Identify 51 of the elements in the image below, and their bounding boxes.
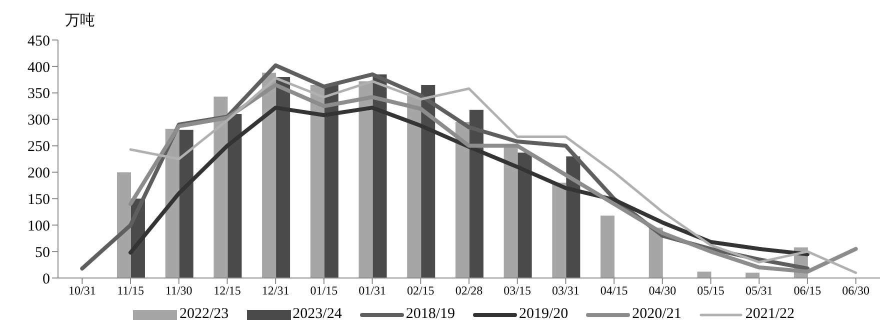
- y-tick-label: 250: [28, 139, 50, 156]
- y-tick-label: 200: [28, 166, 50, 182]
- x-tick-label: 06/15: [794, 284, 822, 298]
- x-tick-label: 03/15: [504, 284, 532, 298]
- x-tick-label: 06/30: [842, 284, 870, 298]
- x-tick-label: 11/15: [117, 284, 144, 298]
- bar: [697, 272, 712, 278]
- x-tick-label: 10/31: [68, 284, 96, 298]
- bar: [421, 84, 436, 278]
- x-tick-label: 01/31: [358, 284, 386, 298]
- bar: [746, 272, 760, 278]
- x-tick-label: 04/30: [648, 284, 676, 298]
- legend-label: 2020/21: [632, 306, 682, 323]
- bar: [372, 74, 387, 278]
- bar: [469, 110, 484, 278]
- x-tick-label: 01/15: [310, 284, 338, 298]
- bar: [552, 182, 566, 278]
- bar: [518, 152, 532, 278]
- y-tick-label: 150: [28, 192, 50, 208]
- bar: [455, 122, 470, 278]
- y-tick-label: 450: [28, 33, 50, 50]
- legend-label: 2018/19: [406, 306, 455, 323]
- y-axis-title: 万吨: [65, 11, 95, 30]
- x-tick-label: 12/15: [214, 284, 241, 298]
- x-tick-label: 05/31: [745, 284, 773, 298]
- bar: [600, 216, 615, 278]
- legend-label: 2021/22: [745, 306, 795, 323]
- bar: [276, 77, 290, 278]
- x-tick-label: 04/15: [600, 284, 628, 298]
- y-tick-label: 0: [42, 271, 50, 288]
- y-tick-label: 100: [28, 218, 50, 234]
- bar: [228, 114, 242, 278]
- x-tick-label: 03/31: [552, 284, 580, 298]
- bar: [504, 146, 518, 278]
- x-tick-label: 02/28: [455, 284, 483, 298]
- x-tick-label: 12/31: [262, 284, 290, 298]
- x-tick-label: 05/15: [697, 284, 724, 298]
- x-tick-label: 02/15: [406, 284, 434, 298]
- y-tick-label: 350: [28, 86, 50, 102]
- legend-label: 2022/23: [179, 306, 229, 323]
- y-tick-label: 300: [28, 112, 50, 129]
- y-tick-label: 400: [28, 60, 50, 76]
- bar: [566, 156, 580, 278]
- x-tick-label: 11/30: [165, 284, 192, 298]
- bar: [324, 84, 338, 278]
- bar: [179, 130, 194, 278]
- bar: [116, 172, 131, 278]
- y-tick-label: 50: [35, 244, 50, 261]
- legend-label: 2023/24: [292, 306, 342, 323]
- line-series: [128, 106, 810, 256]
- legend-label: 2019/20: [519, 306, 568, 323]
